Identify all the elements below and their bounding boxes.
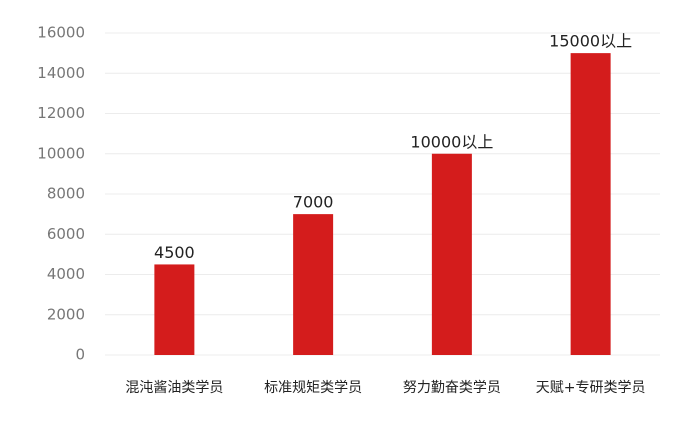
y-tick-label: 14000 xyxy=(37,64,85,82)
bar xyxy=(293,214,334,355)
y-tick-label: 8000 xyxy=(47,185,85,203)
y-tick-label: 16000 xyxy=(37,24,85,42)
bar xyxy=(154,264,195,355)
value-label: 4500 xyxy=(154,243,195,262)
value-label: 7000 xyxy=(293,193,334,212)
y-tick-label: 2000 xyxy=(47,305,85,323)
y-tick-label: 0 xyxy=(75,346,85,364)
x-tick-label: 混沌酱油类学员 xyxy=(125,380,223,396)
y-tick-label: 12000 xyxy=(37,104,85,122)
value-label: 15000以上 xyxy=(549,32,632,51)
y-tick-label: 4000 xyxy=(47,265,85,283)
y-tick-label: 6000 xyxy=(47,225,85,243)
y-tick-label: 10000 xyxy=(37,144,85,162)
bar xyxy=(570,53,611,355)
value-label: 10000以上 xyxy=(410,132,493,151)
x-tick-label: 努力勤奋类学员 xyxy=(403,380,501,396)
x-tick-label: 天赋+专研类学员 xyxy=(536,380,646,396)
x-tick-label: 标准规矩类学员 xyxy=(264,380,362,396)
bar xyxy=(431,153,472,355)
